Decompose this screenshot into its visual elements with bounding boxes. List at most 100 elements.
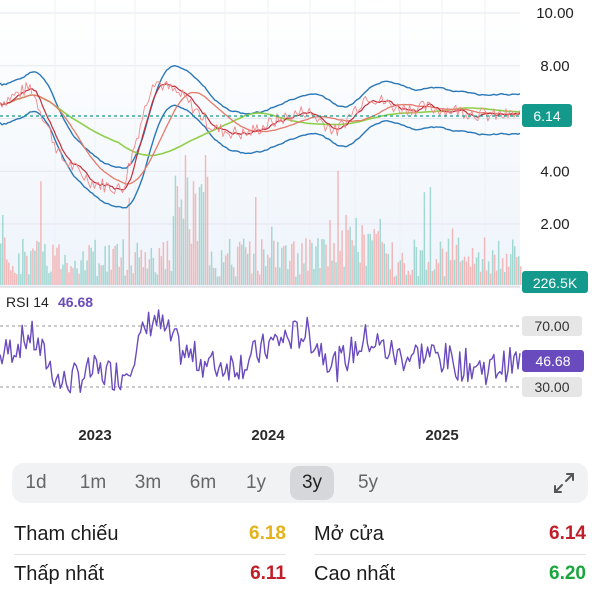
volume-bar — [20, 273, 22, 285]
volume-bar — [397, 262, 400, 285]
volume-bar — [160, 256, 163, 285]
volume-bar — [200, 184, 203, 285]
volume-bar — [0, 243, 2, 285]
volume-bar — [76, 268, 78, 285]
volume-bar — [297, 253, 299, 285]
stat-value: 6.20 — [549, 563, 586, 584]
price-panel-bg — [0, 0, 520, 287]
range-3m-button[interactable]: 3m — [134, 472, 162, 493]
volume-bar — [355, 217, 357, 285]
range-selector: 1d 1m 3m 6m 1y 3y 5y — [12, 463, 588, 503]
volume-bar — [413, 239, 416, 285]
volume-bar — [337, 170, 339, 285]
volume-bar — [44, 244, 46, 285]
volume-bar — [465, 261, 468, 285]
stat-open: Mở cửa 6.14 — [314, 515, 586, 553]
volume-bar — [487, 261, 490, 285]
volume-bar — [305, 238, 307, 285]
volume-bar — [415, 247, 418, 285]
volume-bar — [477, 252, 480, 285]
volume-bar — [118, 266, 120, 285]
volume-bar — [58, 244, 60, 285]
volume-bar — [198, 187, 201, 285]
volume-bar — [164, 269, 167, 285]
volume-bar — [96, 276, 98, 285]
volume-bar — [421, 250, 424, 285]
range-1d-button[interactable]: 1d — [25, 472, 47, 493]
volume-bar — [220, 250, 223, 285]
year-label-2024: 2024 — [251, 427, 285, 444]
volume-bar — [283, 245, 285, 285]
volume-bar — [70, 266, 72, 285]
volume-bar — [335, 262, 337, 285]
volume-bar — [403, 263, 406, 285]
volume-bar — [399, 260, 402, 285]
volume-bar — [112, 248, 114, 285]
volume-bar — [491, 250, 494, 285]
volume-bar — [186, 177, 189, 285]
year-label-2023: 2023 — [78, 427, 111, 444]
range-1y-button[interactable]: 1y — [245, 472, 267, 493]
volume-bar — [188, 229, 191, 285]
volume-bar — [321, 239, 323, 285]
expand-icon[interactable] — [550, 469, 578, 497]
volume-bar — [32, 248, 34, 285]
volume-bar — [341, 230, 343, 285]
volume-bar — [242, 238, 245, 285]
volume-bar — [18, 253, 20, 285]
price-tick-label: 2.00 — [540, 216, 569, 233]
volume-bar — [267, 254, 269, 285]
price-chart[interactable]: 10.008.006.004.002.00 6.14 226.5K RSI 14… — [0, 0, 600, 450]
volume-bar — [373, 228, 375, 285]
volume-bar — [511, 239, 514, 285]
volume-bar — [325, 244, 327, 285]
range-3y-button[interactable]: 3y — [290, 466, 334, 500]
volume-bar — [417, 275, 420, 285]
volume-bar — [377, 231, 379, 285]
divider — [314, 554, 586, 555]
volume-bar — [256, 270, 259, 285]
volume-bar — [30, 250, 32, 285]
volume-bar — [329, 220, 331, 285]
volume-bar — [146, 268, 149, 285]
volume-bar — [367, 233, 369, 285]
stat-low: Thấp nhất 6.11 — [14, 555, 286, 593]
volume-bar — [122, 239, 124, 285]
volume-bar — [409, 274, 412, 285]
volume-bar — [178, 207, 181, 285]
volume-bar — [2, 215, 4, 285]
volume-bar — [363, 234, 365, 285]
volume-bar — [303, 263, 305, 285]
volume-bar — [379, 218, 381, 285]
stat-label: Mở cửa — [314, 522, 384, 545]
volume-bar — [361, 225, 363, 285]
volume-bar — [365, 265, 367, 285]
volume-bar — [196, 240, 199, 285]
volume-bar — [10, 270, 12, 285]
volume-bar — [383, 243, 385, 285]
stat-value: 6.11 — [250, 563, 286, 584]
volume-bar — [252, 253, 255, 285]
range-6m-button[interactable]: 6m — [189, 472, 217, 493]
volume-bar — [4, 237, 6, 285]
rsi-30-label: 30.00 — [534, 379, 569, 395]
volume-bar — [28, 274, 30, 285]
range-5y-button[interactable]: 5y — [357, 472, 379, 493]
volume-bar — [449, 260, 452, 285]
volume-bar — [190, 243, 193, 285]
volume-bar — [387, 253, 389, 285]
volume-bar — [473, 263, 476, 285]
volume-bar — [92, 251, 94, 285]
volume-bar — [317, 238, 319, 285]
volume-bar — [520, 266, 522, 285]
ma-long-line — [0, 94, 520, 157]
volume-bar — [52, 244, 54, 285]
volume-bar — [128, 197, 130, 285]
volume-bar — [14, 272, 16, 285]
volume-bar — [40, 181, 42, 285]
range-1m-button[interactable]: 1m — [79, 472, 107, 493]
volume-bar — [6, 259, 8, 285]
volume-bar — [427, 261, 430, 285]
volume-bar — [439, 241, 442, 285]
volume-bar — [423, 192, 426, 285]
